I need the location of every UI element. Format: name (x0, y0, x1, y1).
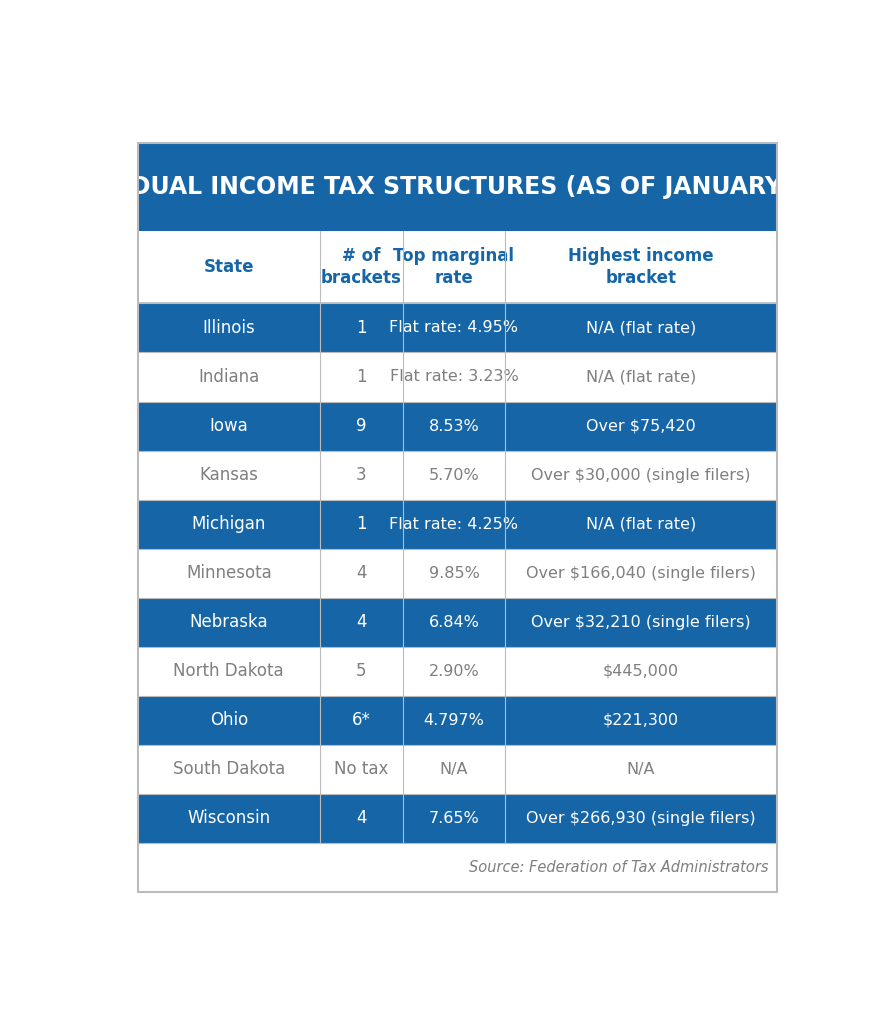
Text: 1: 1 (356, 368, 367, 386)
Text: INDIVIDUAL INCOME TAX STRUCTURES (AS OF JANUARY 2021): INDIVIDUAL INCOME TAX STRUCTURES (AS OF … (47, 175, 867, 199)
Bar (137, 401, 777, 451)
Text: Illinois: Illinois (202, 318, 255, 337)
Text: $445,000: $445,000 (603, 664, 679, 679)
Text: Over $32,210 (single filers): Over $32,210 (single filers) (531, 614, 750, 630)
Bar (137, 794, 777, 843)
Bar (137, 549, 777, 598)
Text: No tax: No tax (334, 760, 389, 778)
Bar (137, 230, 777, 303)
Text: Nebraska: Nebraska (189, 613, 268, 631)
Text: Minnesota: Minnesota (186, 564, 272, 582)
Text: 2.90%: 2.90% (428, 664, 479, 679)
Text: Top marginal
rate: Top marginal rate (393, 247, 515, 288)
Text: N/A: N/A (626, 762, 655, 777)
Text: Indiana: Indiana (198, 368, 260, 386)
Text: Kansas: Kansas (199, 466, 258, 484)
Text: N/A (flat rate): N/A (flat rate) (586, 321, 696, 336)
Bar (137, 695, 777, 744)
Text: Michigan: Michigan (192, 515, 266, 534)
Text: N/A (flat rate): N/A (flat rate) (586, 370, 696, 384)
Bar (137, 352, 777, 401)
Text: Flat rate: 3.23%: Flat rate: 3.23% (390, 370, 518, 384)
Text: Highest income
bracket: Highest income bracket (568, 247, 714, 288)
Text: 3: 3 (356, 466, 367, 484)
Text: 8.53%: 8.53% (428, 419, 479, 433)
Text: 4: 4 (356, 564, 367, 582)
Bar (137, 744, 777, 794)
Text: 9.85%: 9.85% (428, 565, 479, 581)
Bar (137, 142, 777, 230)
Text: Wisconsin: Wisconsin (187, 809, 270, 827)
Text: 5.70%: 5.70% (428, 468, 479, 482)
Bar (137, 451, 777, 500)
Text: N/A: N/A (440, 762, 468, 777)
Text: North Dakota: North Dakota (173, 663, 285, 680)
Text: 9: 9 (356, 417, 367, 435)
Text: 7.65%: 7.65% (428, 811, 479, 825)
Text: Over $266,930 (single filers): Over $266,930 (single filers) (526, 811, 756, 825)
Text: Over $75,420: Over $75,420 (586, 419, 696, 433)
Text: 6.84%: 6.84% (428, 614, 479, 630)
Text: 5: 5 (356, 663, 367, 680)
Text: 6*: 6* (352, 712, 371, 729)
Text: Flat rate: 4.95%: Flat rate: 4.95% (390, 321, 518, 336)
Text: Flat rate: 4.25%: Flat rate: 4.25% (390, 516, 518, 531)
Text: Source: Federation of Tax Administrators: Source: Federation of Tax Administrators (468, 860, 768, 874)
Text: # of
brackets: # of brackets (321, 247, 401, 288)
Bar (137, 598, 777, 646)
Text: 4.797%: 4.797% (424, 713, 484, 728)
Text: State: State (203, 258, 254, 276)
Text: Iowa: Iowa (210, 417, 248, 435)
Text: Over $30,000 (single filers): Over $30,000 (single filers) (531, 468, 750, 482)
Text: 4: 4 (356, 613, 367, 631)
Text: South Dakota: South Dakota (173, 760, 285, 778)
Text: Over $166,040 (single filers): Over $166,040 (single filers) (526, 565, 756, 581)
Bar (137, 646, 777, 695)
Text: $221,300: $221,300 (603, 713, 679, 728)
Bar (137, 843, 777, 892)
Text: 4: 4 (356, 809, 367, 827)
Text: Ohio: Ohio (210, 712, 248, 729)
Text: 1: 1 (356, 318, 367, 337)
Bar (137, 500, 777, 549)
Text: 1: 1 (356, 515, 367, 534)
Text: N/A (flat rate): N/A (flat rate) (586, 516, 696, 531)
Bar (137, 303, 777, 352)
